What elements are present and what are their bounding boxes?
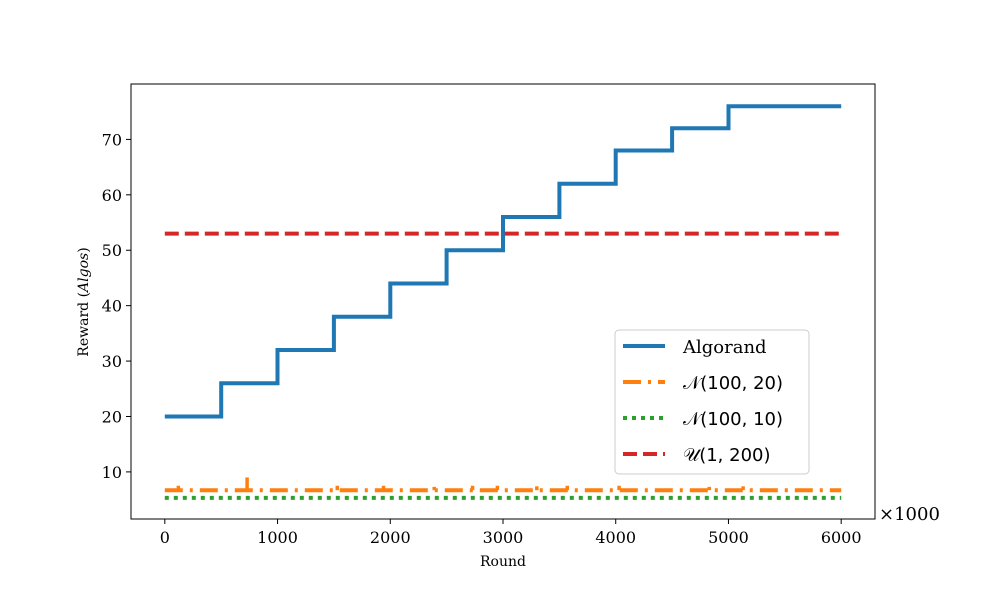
series-layer [164, 104, 842, 500]
x-multiplier-label: ×1000 [879, 504, 940, 525]
x-axis-label: Round [480, 554, 526, 570]
y-axis-label: Reward (Algos) [76, 247, 92, 356]
y-tick-label: 40 [102, 297, 122, 316]
legend-label-normal-100-10: 𝒩(100, 10) [683, 409, 783, 430]
x-tick-label: 1000 [257, 528, 298, 547]
x-axis: 0 1000 2000 3000 4000 5000 6000 [160, 519, 862, 547]
x-tick-label: 2000 [370, 528, 411, 547]
legend-box [614, 329, 810, 475]
legend-label-normal-100-20: 𝒩(100, 20) [683, 373, 783, 394]
series-0-line [164, 104, 842, 419]
y-tick-label: 50 [102, 241, 122, 260]
x-tick-label: 3000 [483, 528, 524, 547]
y-tick-label: 20 [102, 407, 122, 426]
y-tick-label: 10 [102, 463, 122, 482]
legend-label-uniform-1-200: 𝒰(1, 200) [683, 445, 771, 466]
y-tick-label: 70 [102, 130, 122, 149]
y-axis: 10 20 30 40 50 60 70 [102, 130, 131, 482]
x-tick-label: 4000 [595, 528, 636, 547]
legend: Algorand 𝒩(100, 20) 𝒩(100, 10) 𝒰(1, 200) [614, 329, 810, 475]
x-tick-label: 0 [160, 528, 170, 547]
y-tick-label: 30 [102, 352, 122, 371]
y-tick-label: 60 [102, 186, 122, 205]
x-tick-label: 5000 [708, 528, 749, 547]
legend-label-algorand: Algorand [682, 337, 767, 358]
x-tick-label: 6000 [821, 528, 862, 547]
